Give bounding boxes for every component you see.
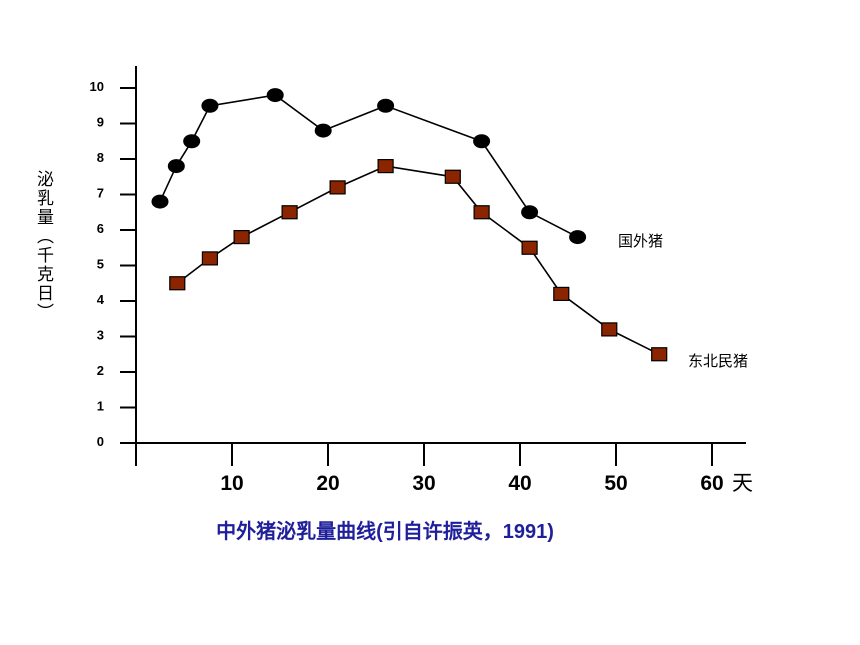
series-markers bbox=[151, 88, 668, 362]
y-tick-label: 7 bbox=[97, 186, 104, 201]
data-point bbox=[266, 88, 284, 103]
y-tick-label: 5 bbox=[97, 257, 104, 272]
data-point bbox=[167, 159, 185, 174]
data-point bbox=[601, 322, 618, 337]
data-point bbox=[281, 205, 298, 220]
data-point bbox=[314, 123, 332, 138]
data-point bbox=[444, 169, 461, 184]
data-point bbox=[473, 134, 491, 149]
series-label-2: 东北民猪 bbox=[688, 353, 748, 370]
data-point bbox=[151, 194, 169, 209]
y-tick-label: 8 bbox=[97, 150, 104, 165]
y-axis-label: 泌乳量（千克日） bbox=[33, 170, 53, 322]
x-unit-label: 天 bbox=[732, 471, 753, 495]
data-point bbox=[201, 251, 219, 266]
series-lines bbox=[159, 94, 660, 356]
series-line-2 bbox=[176, 165, 660, 356]
y-tick-label: 6 bbox=[97, 221, 104, 236]
data-point bbox=[183, 134, 201, 149]
data-point bbox=[329, 180, 346, 195]
data-point bbox=[377, 98, 395, 113]
data-point bbox=[521, 240, 538, 255]
data-point bbox=[569, 230, 587, 245]
y-tick-label: 4 bbox=[97, 292, 105, 307]
data-point bbox=[377, 159, 394, 174]
x-tick-label: 60 bbox=[700, 472, 723, 495]
series-label-1: 国外猪 bbox=[618, 233, 663, 250]
y-ticks: 0 1 2 3 4 5 6 7 8 9 10 bbox=[90, 79, 136, 449]
x-ticks: 10 20 30 40 50 60 天 bbox=[220, 443, 753, 495]
x-tick-label: 10 bbox=[220, 472, 243, 495]
chart-caption: 中外猪泌乳量曲线(引自许振英，1991) bbox=[216, 521, 554, 543]
data-point bbox=[169, 276, 186, 291]
data-point bbox=[521, 205, 539, 220]
y-tick-label: 2 bbox=[97, 363, 104, 378]
x-tick-label: 50 bbox=[604, 472, 627, 495]
y-tick-label: 9 bbox=[97, 115, 104, 130]
y-tick-label: 3 bbox=[97, 328, 104, 343]
x-tick-label: 40 bbox=[508, 472, 531, 495]
series-line-1 bbox=[159, 94, 578, 238]
y-tick-label: 1 bbox=[97, 399, 104, 414]
data-point bbox=[553, 286, 570, 301]
data-point bbox=[233, 230, 250, 245]
data-point bbox=[651, 347, 668, 362]
data-point bbox=[201, 98, 219, 113]
y-tick-label: 0 bbox=[97, 434, 104, 449]
x-tick-label: 30 bbox=[412, 472, 435, 495]
y-tick-label: 10 bbox=[90, 79, 104, 94]
x-tick-label: 20 bbox=[316, 472, 339, 495]
data-point bbox=[473, 205, 490, 220]
